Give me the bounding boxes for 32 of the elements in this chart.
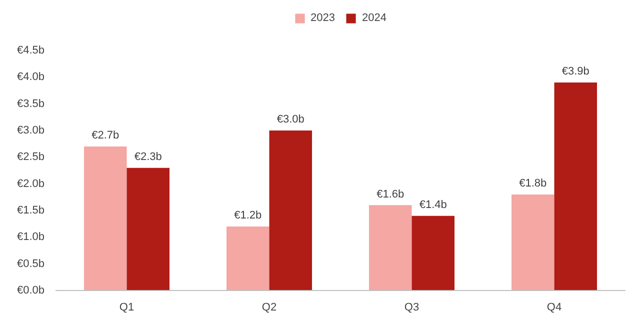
bar	[554, 82, 597, 290]
data-label: €2.3b	[134, 151, 162, 164]
y-tick-label: €1.0b	[16, 231, 45, 244]
bar	[512, 194, 554, 290]
legend-label: 2024	[362, 12, 386, 24]
data-label: €3.0b	[276, 114, 304, 126]
x-tick-label: Q3	[404, 302, 420, 314]
y-tick-label: €3.0b	[16, 124, 45, 136]
x-tick-label: Q4	[546, 302, 562, 314]
y-tick-label: €2.0b	[16, 178, 45, 190]
data-label: €1.6b	[376, 188, 404, 200]
bar	[126, 168, 170, 290]
x-tick-label: Q1	[119, 302, 134, 314]
y-tick-label: €2.5b	[16, 151, 45, 164]
bar	[269, 130, 312, 290]
bar	[412, 216, 454, 290]
y-tick-label: €0.0b	[16, 284, 45, 296]
legend-label: 2023	[310, 12, 335, 24]
data-label: €1.8b	[519, 178, 547, 190]
y-tick-label: €4.0b	[16, 71, 45, 84]
data-label: €3.9b	[562, 66, 590, 78]
y-tick-label: €0.5b	[16, 258, 45, 270]
bar	[84, 146, 127, 290]
y-tick-label: €3.5b	[16, 98, 45, 110]
bar	[226, 226, 270, 290]
y-tick-label: €1.5b	[16, 204, 45, 216]
data-label: €2.7b	[92, 130, 120, 142]
data-label: €1.4b	[419, 199, 447, 212]
y-tick-label: €4.5b	[16, 44, 45, 56]
data-label: €1.2b	[234, 210, 262, 222]
x-tick-label: Q2	[262, 302, 277, 314]
bar	[369, 205, 412, 290]
